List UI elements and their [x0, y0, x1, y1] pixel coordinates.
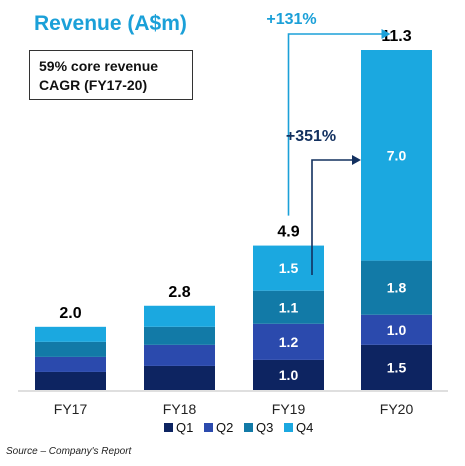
bar-fy19-q3 — [253, 290, 324, 324]
bars-group: 1.0 1.2 1.1 1.5 1.5 1.0 1.8 7.0 — [35, 50, 432, 390]
segment-label: 7.0 — [387, 147, 407, 163]
segment-label: 1.5 — [387, 359, 407, 375]
bar-fy18-q1 — [144, 365, 215, 390]
segment-label: 1.2 — [279, 334, 299, 350]
bar-fy17-q4 — [35, 326, 106, 342]
growth-arrow-q4-head — [352, 155, 361, 165]
totals-group: 2.0 2.8 4.9 11.3 — [59, 28, 411, 322]
bar-fy17-q1 — [35, 371, 106, 390]
bar-fy19-q1 — [253, 359, 324, 390]
growth-total-label: +131% — [266, 11, 316, 28]
legend-label-q2: Q2 — [216, 420, 233, 435]
segment-label: 1.1 — [279, 299, 299, 315]
cagr-callout: 59% core revenue CAGR (FY17-20) — [29, 50, 193, 100]
legend-label-q1: Q1 — [176, 420, 193, 435]
x-tick-label: FY18 — [163, 401, 197, 417]
legend: Q1 Q2 Q3 Q4 — [164, 420, 313, 435]
growth-arrow-total-head — [381, 29, 391, 39]
callout-line-2: CAGR (FY17-20) — [39, 77, 148, 93]
chart-title: Revenue (A$m) — [34, 12, 187, 35]
source-note: Source – Company's Report — [6, 446, 132, 457]
total-label: 4.9 — [277, 224, 299, 241]
growth-arrow-total — [287, 33, 383, 216]
legend-swatch-q1 — [164, 423, 173, 432]
segment-label: 1.0 — [279, 367, 299, 383]
bar-fy18-q3 — [144, 326, 215, 345]
total-label: 2.0 — [59, 305, 81, 322]
growth-arrow-q4 — [311, 159, 353, 275]
bar-fy18-q4 — [144, 305, 215, 327]
x-tick-label: FY19 — [272, 401, 306, 417]
total-label: 11.3 — [381, 28, 411, 45]
bar-fy20-q1 — [361, 344, 432, 390]
segment-label: 1.5 — [279, 260, 299, 276]
bar-fy20-q3 — [361, 260, 432, 315]
legend-label-q4: Q4 — [296, 420, 313, 435]
bar-fy17-q3 — [35, 341, 106, 357]
segment-label: 1.8 — [387, 280, 407, 296]
bar-fy20-q2 — [361, 314, 432, 345]
x-tick-label: FY17 — [54, 401, 88, 417]
total-label: 2.8 — [168, 284, 190, 301]
bar-fy17-q2 — [35, 356, 106, 372]
bar-fy19-q2 — [253, 323, 324, 360]
legend-swatch-q4 — [284, 423, 293, 432]
legend-swatch-q2 — [204, 423, 213, 432]
legend-swatch-q3 — [244, 423, 253, 432]
callout-line-1: 59% core revenue — [39, 58, 159, 74]
growth-q4-label: +351% — [286, 128, 336, 145]
x-tick-labels: FY17 FY18 FY19 FY20 — [54, 401, 414, 417]
segment-label: 1.0 — [387, 322, 407, 338]
x-tick-label: FY20 — [380, 401, 414, 417]
bar-fy20-q4 — [361, 50, 432, 261]
legend-label-q3: Q3 — [256, 420, 273, 435]
growth-annotations: +131% +351% — [266, 11, 391, 275]
bar-fy18-q2 — [144, 344, 215, 366]
